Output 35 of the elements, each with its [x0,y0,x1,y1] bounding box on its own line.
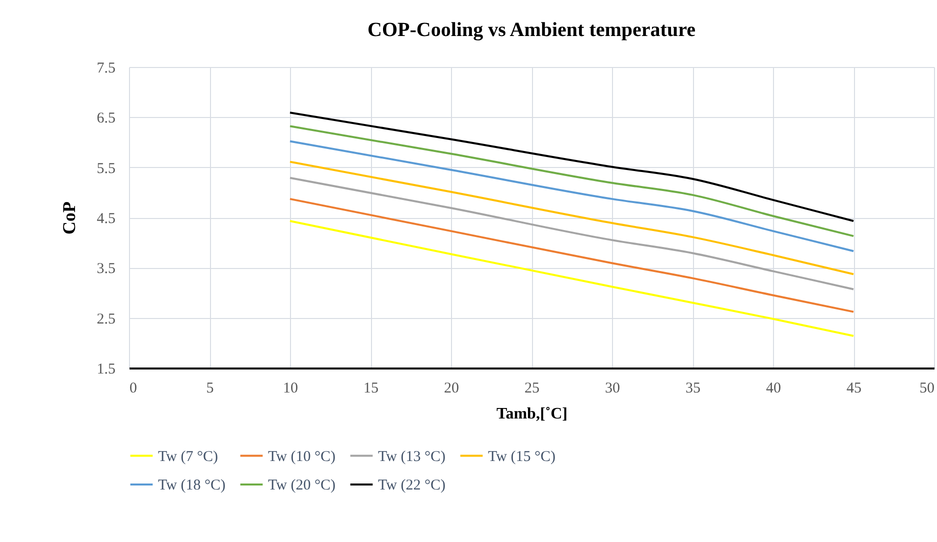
x-tick-label: 40 [766,380,781,396]
y-tick-label: 1.5 [96,362,116,378]
x-tick-label: 20 [444,380,459,396]
x-tick-label: 50 [920,380,934,396]
x-tick-label: 10 [283,380,298,396]
x-tick-label: 5 [206,380,214,396]
x-tick-label: 0 [130,380,137,396]
y-tick-label: 3.5 [96,261,116,278]
y-tick-label: 2.5 [96,311,116,328]
line-series [289,160,854,276]
x-tick-label: 30 [605,380,620,396]
legend-label: Tw (20 °C) [268,478,336,494]
legend-label: Tw (18 °C) [158,478,226,494]
legend-label: Tw (10 °C) [268,448,336,465]
line-series [289,220,854,337]
y-tick-label: 4.5 [96,211,116,227]
legend-label: Tw (13 °C) [378,448,446,465]
legend-label: Tw (7 °C) [158,448,218,465]
x-axis-title: Tamb,[˚C] [496,406,568,422]
legend-label: Tw (15 °C) [488,448,556,465]
y-tick-label: 7.5 [96,60,116,76]
chart-title: COP-Cooling vs Ambient temperature [368,19,696,41]
x-tick-label: 25 [524,380,540,396]
line-series [289,112,854,222]
y-tick-label: 6.5 [96,110,116,127]
x-tick-label: 15 [364,380,378,396]
line-series [289,140,854,252]
line-series [289,176,854,290]
line-series [289,198,854,313]
legend-label: Tw (22 °C) [378,478,446,494]
y-tick-label: 5.5 [96,160,116,177]
line-series [289,125,854,238]
x-tick-label: 35 [686,380,700,396]
y-axis-title: CoP [58,202,79,234]
x-tick-label: 45 [846,380,862,396]
